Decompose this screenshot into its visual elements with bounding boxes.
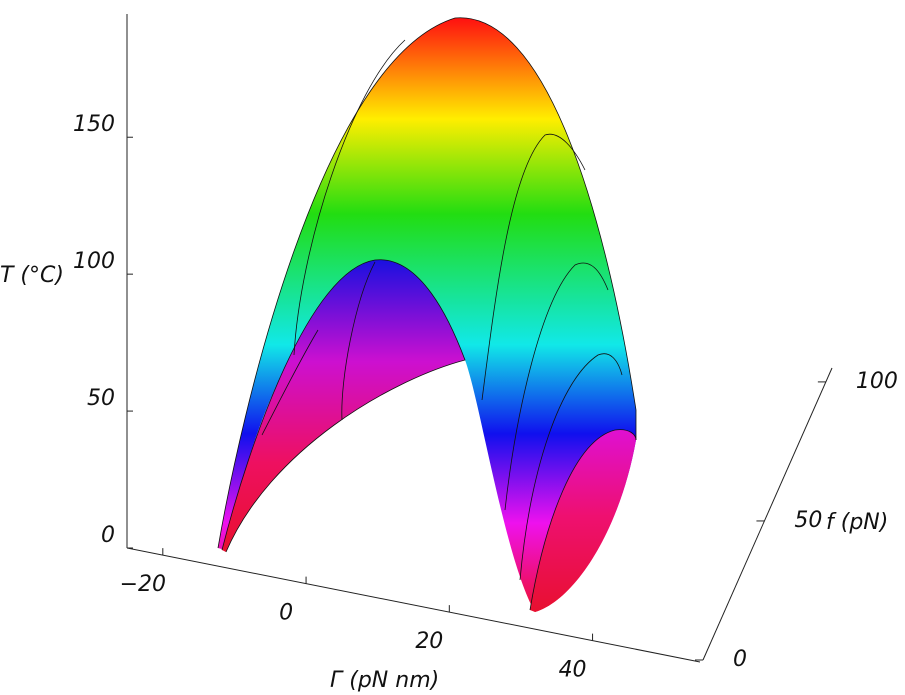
z-tick-label: 0 [101, 523, 115, 548]
mesh-line [293, 39, 406, 356]
mesh-line [217, 17, 637, 549]
mesh-line [504, 262, 609, 511]
x-tick-label: 0 [279, 601, 293, 626]
x-axis [126, 547, 701, 663]
x-tick-label: −20 [120, 572, 166, 597]
mesh-line [341, 261, 376, 421]
x-axis-label: Γ (pN nm) [330, 668, 439, 693]
mesh-line [519, 353, 623, 581]
y-tick-label: 50 [794, 508, 822, 533]
mesh-line [529, 429, 637, 611]
x-tick-label: 40 [559, 658, 587, 683]
z-tick-label: 100 [73, 249, 115, 274]
mesh-line [481, 133, 586, 401]
x-tick-label: 20 [415, 629, 443, 654]
y-axis [702, 367, 833, 661]
mesh-line [221, 259, 466, 553]
surface-inner [222, 259, 465, 552]
y-tick-label: 100 [856, 369, 898, 394]
z-axis-label: T (°C) [0, 263, 64, 288]
y-axis-label: f (pN) [826, 510, 888, 535]
z-tick-label: 50 [87, 386, 115, 411]
y-tick-label: 0 [733, 647, 747, 672]
z-tick-label: 150 [73, 112, 115, 137]
mesh-line [261, 329, 319, 436]
surface-cap [530, 429, 636, 612]
surface [217, 17, 637, 613]
